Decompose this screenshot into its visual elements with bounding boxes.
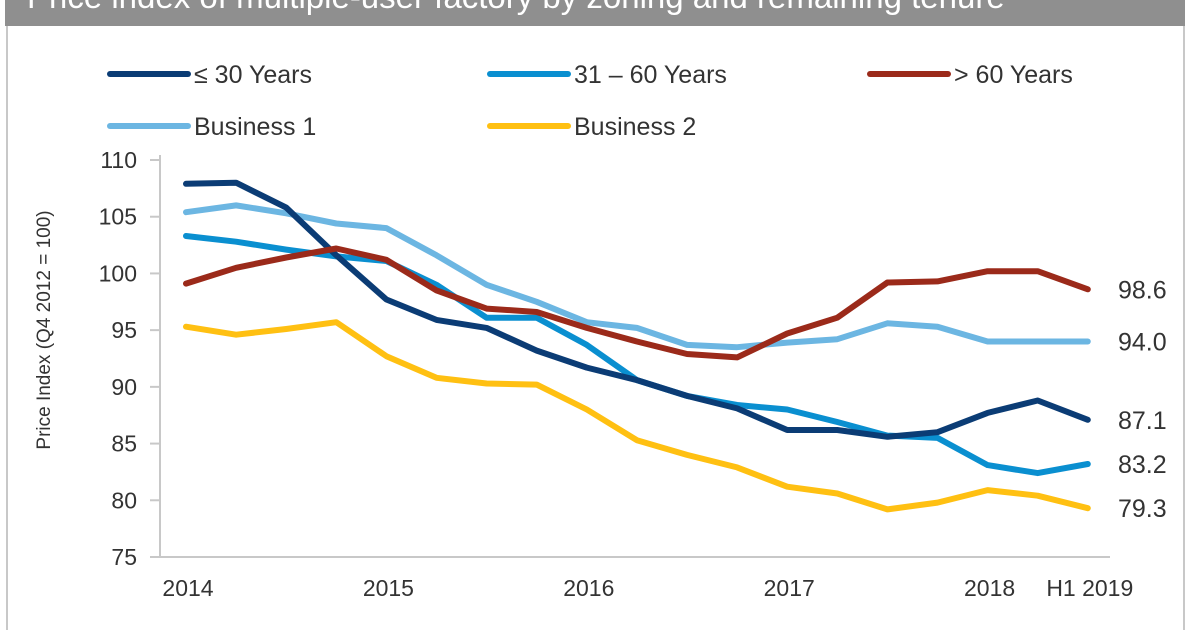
end-value-label: 87.1 (1118, 407, 1167, 435)
legend-label: 31 – 60 Years (574, 61, 727, 89)
series-line (183, 319, 1091, 513)
y-tick-label: 110 (100, 147, 137, 173)
legend-label: ≤ 30 Years (194, 61, 312, 89)
frame-left-border (6, 26, 8, 630)
legend-label: Business 1 (194, 113, 316, 141)
y-tick-label: 100 (99, 260, 137, 286)
x-tick-label: 2014 (162, 575, 213, 601)
legend-label: Business 2 (574, 113, 696, 141)
end-value-label: 79.3 (1118, 495, 1167, 523)
x-tick-label: 2016 (563, 575, 614, 601)
y-tick-label: 80 (111, 487, 137, 513)
y-tick-label: 105 (99, 204, 137, 230)
y-tick-label: 75 (111, 544, 137, 570)
legend-label: > 60 Years (954, 61, 1073, 89)
frame-right-border (1183, 26, 1185, 630)
y-axis-title: Price Index (Q4 2012 = 100) (34, 210, 55, 449)
y-tick-label: 85 (111, 431, 137, 457)
series-line (183, 245, 1091, 361)
chart-title: Price index of multiple-user factory by … (27, 0, 1005, 16)
end-value-label: 98.6 (1118, 276, 1167, 304)
x-tick-label: 2018 (964, 575, 1015, 601)
x-tick-label: 2017 (764, 575, 815, 601)
y-tick-label: 95 (111, 317, 137, 343)
end-value-label: 83.2 (1118, 451, 1167, 479)
title-bar: Price index of multiple-user factory by … (5, 0, 1185, 26)
x-tick-label: 2015 (363, 575, 414, 601)
end-value-label: 94.0 (1118, 328, 1167, 356)
x-tick-label: H1 2019 (1046, 575, 1133, 601)
y-tick-label: 90 (111, 374, 137, 400)
